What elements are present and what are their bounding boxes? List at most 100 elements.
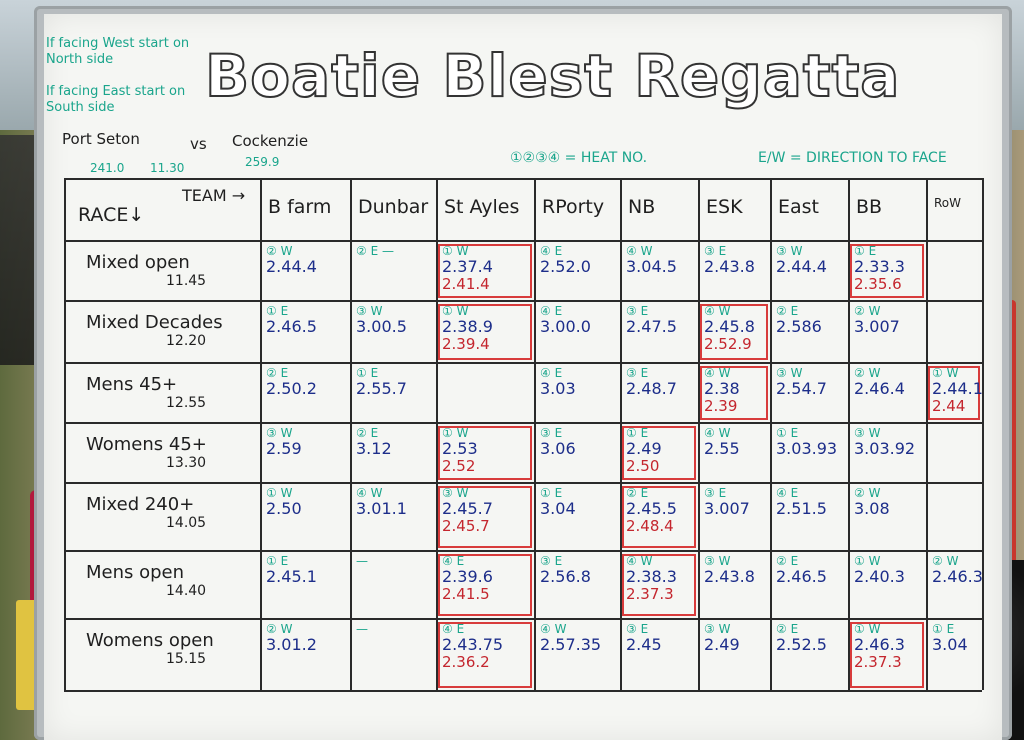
highlight-box	[438, 554, 532, 616]
result-cell: ① E 3.04	[932, 622, 968, 654]
highlight-box	[438, 304, 532, 360]
result-cell: ① W 2.46.3 2.37.3	[854, 622, 905, 671]
heat-direction: ③ E	[704, 244, 727, 258]
race-time-value: 2.59	[266, 439, 302, 458]
race-time: 11.45	[166, 273, 207, 289]
corrected-time-value: 2.44	[932, 397, 966, 415]
heat-direction: ④ W	[356, 486, 383, 500]
heat-direction: ④ W	[704, 366, 731, 380]
race-time-value: 3.007	[704, 499, 750, 518]
result-cell: ② E 2.45.5 2.48.4	[626, 486, 677, 535]
corrected-time-value: 2.37.3	[854, 653, 902, 671]
matchup-right: Cockenzie	[232, 132, 309, 150]
grid-row-line	[64, 690, 982, 692]
race-time-value: 2.43.8	[704, 567, 755, 586]
results-grid: RACE↓ TEAM → B farm Dunbar St Ayles RPorty NB E…	[64, 178, 984, 698]
grid-col-line	[260, 178, 262, 690]
race-time-value: 2.38	[704, 379, 740, 398]
result-cell: ③ E 3.007	[704, 486, 750, 518]
result-cell: ③ W 2.45.7 2.45.7	[442, 486, 493, 535]
highlight-box	[928, 366, 980, 420]
race-name: Womens open	[86, 630, 214, 651]
race-label: Mixed 240+ 14.05	[86, 494, 206, 531]
corrected-time-value: 2.41.4	[442, 275, 490, 293]
race-time-value: 3.01.1	[356, 499, 407, 518]
highlight-box	[850, 622, 924, 688]
race-time-value: 2.54.7	[776, 379, 827, 398]
result-cell: ① E 2.49 2.50	[626, 426, 662, 475]
grid-col-line	[926, 178, 928, 690]
grid-col-line	[534, 178, 536, 690]
heat-direction: ④ E	[540, 304, 563, 318]
grid-col-line	[350, 178, 352, 690]
team-header: BB	[856, 196, 883, 218]
heat-direction: ② E	[626, 486, 649, 500]
result-cell: ② E 2.46.5	[776, 554, 827, 586]
heat-direction: ① E	[266, 304, 289, 318]
team-header: NB	[628, 196, 656, 218]
team-header: St Ayles	[444, 196, 520, 218]
heat-direction: ① W	[854, 554, 881, 568]
result-cell: ③ W 2.44.4	[776, 244, 827, 276]
corrected-time-value: 2.35.6	[854, 275, 902, 293]
heat-direction: ② W	[854, 304, 881, 318]
team-header: East	[778, 196, 819, 218]
heat-direction: ① E	[266, 554, 289, 568]
result-cell: ② W 2.46.4	[854, 366, 905, 398]
race-time-value: 3.08	[854, 499, 890, 518]
race-time-value: 2.33.3	[854, 257, 905, 276]
race-label: Mixed Decades 12.20	[86, 312, 223, 349]
team-header: Dunbar	[358, 196, 429, 218]
race-time-value: 3.00.0	[540, 317, 591, 336]
result-cell: ③ W 3.00.5	[356, 304, 407, 336]
race-time-value: 2.38.3	[626, 567, 677, 586]
corrected-time-value: 2.52	[442, 457, 476, 475]
highlight-box	[700, 366, 768, 420]
heat-direction: ① E	[854, 244, 877, 258]
result-cell: ④ E 3.00.0	[540, 304, 591, 336]
grid-col-line	[620, 178, 622, 690]
heat-direction: ④ W	[704, 426, 731, 440]
team-header: ESK	[706, 196, 743, 218]
heat-direction: ④ E	[540, 244, 563, 258]
heat-direction: ① E	[626, 426, 649, 440]
race-time-value: 2.46.5	[776, 567, 827, 586]
result-cell: ① E 2.33.3 2.35.6	[854, 244, 905, 293]
heat-direction: ③ W	[776, 244, 803, 258]
race-time-value: 2.49	[704, 635, 740, 654]
grid-row-line	[64, 618, 982, 620]
result-cell: ③ E 2.48.7	[626, 366, 677, 398]
heat-direction: ③ E	[626, 304, 649, 318]
team-header: B farm	[268, 196, 332, 218]
result-cell: ② E 3.12	[356, 426, 392, 458]
result-cell: ① W 2.44.1 2.44	[932, 366, 983, 415]
race-label: Mens open 14.40	[86, 562, 206, 599]
heat-direction: ③ E	[540, 554, 563, 568]
heat-direction: ① W	[266, 486, 293, 500]
highlight-box	[438, 426, 532, 480]
grid-row-line	[64, 300, 982, 302]
result-cell: ② W 3.007	[854, 304, 900, 336]
grid-row-line	[64, 178, 982, 180]
race-time-value: 2.46.5	[266, 317, 317, 336]
heat-direction: ② W	[854, 486, 881, 500]
heat-direction: ③ W	[356, 304, 383, 318]
grid-row-line	[64, 550, 982, 552]
corrected-time-value: 2.41.5	[442, 585, 490, 603]
race-time-value: 3.06	[540, 439, 576, 458]
result-cell: ② W 3.01.2	[266, 622, 317, 654]
result-cell: ② E 2.586	[776, 304, 822, 336]
heat-direction: ③ W	[266, 426, 293, 440]
heat-direction: ③ W	[776, 366, 803, 380]
result-cell: ③ W 3.03.92	[854, 426, 915, 458]
heat-direction: —	[356, 554, 368, 568]
result-cell: ③ W 2.54.7	[776, 366, 827, 398]
race-time-value: 2.47.5	[626, 317, 677, 336]
heat-direction: ④ W	[626, 244, 653, 258]
header-team: TEAM →	[182, 186, 246, 205]
result-cell: ① W 2.50	[266, 486, 302, 518]
race-time-value: 2.45.1	[266, 567, 317, 586]
heat-direction: ④ W	[626, 554, 653, 568]
result-cell: ③ E 2.45	[626, 622, 662, 654]
